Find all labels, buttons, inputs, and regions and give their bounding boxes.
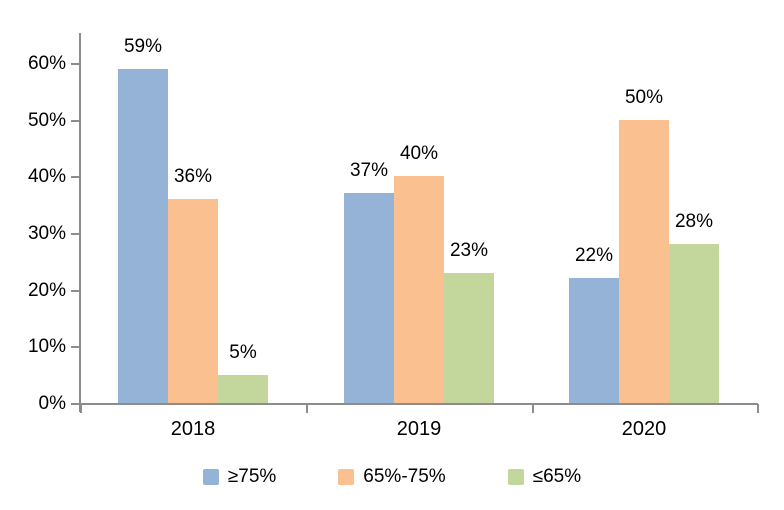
- y-tick-label-30: 30%: [27, 223, 66, 244]
- bar-2020-65-75: [619, 119, 669, 403]
- plot-area: 0% 10% 20% 30% 40% 50% 60% 59% 36% 5% 37% 40% 23% 22…: [27, 33, 759, 440]
- bar-value-label-2018-le-65: 5%: [229, 341, 257, 363]
- y-tick-label-50: 50%: [27, 109, 66, 131]
- y-tick-mark-60: [71, 63, 80, 65]
- y-tick-mark-50: [71, 119, 80, 122]
- y-tick-mark-20: [71, 289, 80, 292]
- x-category-label-2019: 2019: [396, 418, 442, 440]
- y-tick-label-0: 0%: [38, 393, 66, 414]
- legend-item-ge-75: ≥75%: [202, 466, 277, 488]
- bar-value-label-2020-65-75: 50%: [624, 86, 664, 108]
- bar-value-label-2019-65-75: 40%: [399, 143, 439, 165]
- legend-item-65-75: 65%-75%: [338, 466, 446, 488]
- x-tick-mark-2: [532, 404, 534, 413]
- legend-swatch-le-65: [507, 469, 524, 485]
- bar-value-label-2018-ge-75: 59%: [123, 35, 163, 57]
- legend-label-65-75: 65%-75%: [363, 466, 446, 487]
- x-tick-mark-0: [80, 404, 82, 413]
- x-category-label-2020: 2020: [621, 418, 667, 440]
- bar-2018-65-75: [168, 199, 218, 403]
- legend-swatch-65-75: [338, 469, 355, 485]
- y-tick-mark-10: [71, 346, 80, 349]
- legend-label-le-65: ≤65%: [532, 466, 582, 487]
- bar-value-label-2019-ge-75: 37%: [349, 160, 389, 182]
- bar-value-label-2020-le-65: 28%: [674, 211, 714, 233]
- bar-2019-le-65: [444, 272, 494, 403]
- bar-2018-le-65: [218, 374, 268, 403]
- bar-value-label-2020-ge-75: 22%: [574, 245, 614, 267]
- y-axis-line: [79, 33, 81, 412]
- y-tick-label-20: 20%: [27, 279, 66, 301]
- x-tick-mark-1: [306, 404, 308, 413]
- x-axis-line: [80, 403, 758, 405]
- legend-label-ge-75: ≥75%: [227, 466, 277, 487]
- y-tick-mark-30: [71, 233, 80, 235]
- legend-item-le-65: ≤65%: [507, 466, 582, 488]
- bar-2019-65-75: [394, 176, 444, 403]
- y-tick-label-60: 60%: [27, 53, 66, 74]
- y-tick-label-40: 40%: [27, 166, 66, 188]
- bar-2018-ge-75: [118, 68, 168, 403]
- bar-2020-le-65: [669, 244, 719, 403]
- legend: ≥75% 65%-75% ≤65%: [0, 462, 784, 492]
- x-category-label-2018: 2018: [170, 418, 216, 440]
- legend-swatch-ge-75: [202, 469, 219, 485]
- y-tick-label-10: 10%: [27, 336, 66, 358]
- bar-2019-ge-75: [344, 193, 394, 403]
- bar-value-label-2018-65-75: 36%: [173, 166, 213, 187]
- bar-2020-ge-75: [569, 278, 619, 403]
- bar-value-label-2019-le-65: 23%: [449, 239, 489, 261]
- y-tick-mark-0: [71, 403, 80, 405]
- y-tick-mark-40: [71, 176, 80, 179]
- x-tick-mark-3: [757, 404, 759, 413]
